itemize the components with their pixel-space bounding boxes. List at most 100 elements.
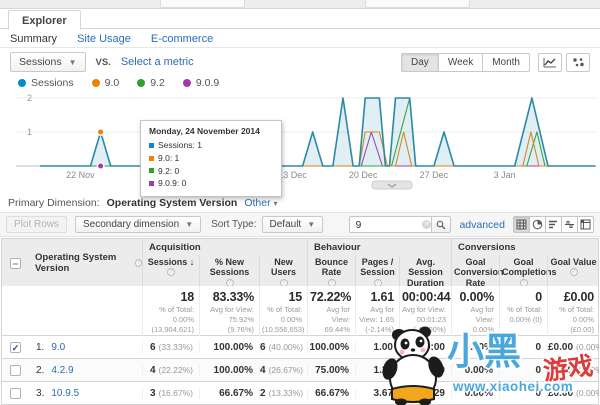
primary-dimension-value[interactable]: Operating System Version	[107, 197, 238, 209]
metric-dropdown[interactable]: Sessions ▼	[10, 52, 86, 72]
tab-explorer[interactable]: Explorer	[8, 10, 81, 30]
search-button[interactable]	[431, 216, 451, 233]
subnav-ecommerce[interactable]: E-commerce	[151, 33, 213, 45]
secondary-dimension-dropdown[interactable]: Secondary dimension▼	[75, 216, 201, 233]
tooltip-item: 9.2: 0	[149, 165, 273, 178]
sort-type-label: Sort Type:	[211, 219, 256, 230]
top-remnant-strip	[0, 0, 600, 9]
row-checkbox[interactable]	[10, 365, 21, 376]
chevron-down-icon: ▼	[307, 220, 315, 229]
table-totals-row: 18% of Total: 0.00% (13,904,621)83.33%Av…	[1, 286, 599, 336]
granularity-day-button[interactable]: Day	[401, 53, 439, 72]
line-chart-button[interactable]	[538, 53, 562, 72]
legend-dot	[137, 79, 145, 87]
bar-chart-icon	[548, 219, 559, 230]
os-version-link[interactable]: 9.0	[51, 342, 65, 353]
metric-selector-row: Sessions ▼ VS. Select a metric Day Week …	[0, 50, 600, 74]
granularity-week-button[interactable]: Week	[438, 53, 483, 72]
metric-cell: 00:00:00	[399, 342, 451, 353]
table-row[interactable]: 3. 10.9.5 3(16.67%)66.67%2(13.33%)66.67%…	[1, 382, 599, 405]
scatter-dots-icon	[572, 57, 585, 68]
metric-cell: 0	[499, 388, 547, 399]
subnav-site-usage[interactable]: Site Usage	[77, 33, 131, 45]
primary-dimension-row: Primary Dimension: Operating System Vers…	[0, 194, 600, 211]
granularity-switcher: Day Week Month	[401, 53, 530, 72]
chevron-down-icon: ▼	[69, 58, 77, 67]
row-number: 3.	[36, 388, 44, 399]
view-pivot-button[interactable]	[577, 216, 594, 233]
table-header: Operating System Version? Acquisition Be…	[1, 238, 599, 288]
select-all-checkbox[interactable]	[2, 239, 29, 287]
plot-rows-button[interactable]: Plot Rows	[6, 216, 67, 233]
column-header-bounce-rate[interactable]: Bounce Rate?	[307, 255, 355, 287]
select-a-metric-link[interactable]: Select a metric	[121, 56, 194, 68]
legend-dot	[92, 79, 100, 87]
metric-cell: 6(33.33%)	[142, 342, 199, 353]
column-header-pages-session[interactable]: Pages / Session?	[355, 255, 399, 287]
metric-cell: 100.00%	[199, 342, 259, 353]
group-header-behaviour: Behaviour	[307, 239, 451, 255]
group-header-acquisition: Acquisition	[142, 239, 307, 255]
row-checkbox[interactable]	[10, 388, 21, 399]
row-checkbox[interactable]: ✓	[10, 342, 21, 353]
metric-cell: £0.00(0.00%)	[547, 342, 599, 353]
metric-cell: 3(16.67%)	[142, 388, 199, 399]
tooltip-item: Sessions: 1	[149, 139, 273, 152]
tooltip-item: 9.0.9: 0	[149, 177, 273, 190]
advanced-search-link[interactable]: advanced	[459, 219, 505, 231]
column-header-goal-conversion-rate[interactable]: Goal Conversion Rate?	[451, 255, 499, 287]
view-percentage-button[interactable]	[529, 216, 546, 233]
svg-text:22 Nov: 22 Nov	[66, 170, 95, 180]
metric-cell: 100.00%	[199, 365, 259, 376]
svg-text:1: 1	[27, 127, 32, 137]
column-header-goal-completions[interactable]: Goal Completions?	[499, 255, 547, 287]
metric-cell: 0.00%	[451, 342, 499, 353]
table-row[interactable]: 2. 4.2.9 4(22.22%)100.00%4(26.67%)75.00%…	[1, 359, 599, 382]
column-header-avg-session-duration[interactable]: Avg. Session Duration?	[399, 255, 451, 287]
table-row[interactable]: ✓ 1. 9.0 6(33.33%)100.00%6(40.00%)100.00…	[1, 336, 599, 359]
explorer-subnav: Summary Site Usage E-commerce	[0, 30, 600, 48]
column-header-new-users[interactable]: New Users?	[259, 255, 307, 287]
line-chart-icon	[543, 57, 557, 68]
svg-text:13 Dec: 13 Dec	[278, 170, 307, 180]
sort-type-dropdown[interactable]: Default▼	[262, 216, 324, 233]
view-table-button[interactable]	[513, 216, 530, 233]
os-version-link[interactable]: 10.9.5	[51, 388, 79, 399]
pie-chart-icon	[532, 219, 543, 230]
os-version-link[interactable]: 4.2.9	[51, 365, 73, 376]
motion-chart-button[interactable]	[566, 53, 590, 72]
metric-cell: 0.00%	[451, 388, 499, 399]
metric-cell: 100.00%	[307, 342, 355, 353]
table-view-switcher	[513, 216, 594, 233]
report-tab-bar: Explorer	[0, 9, 600, 29]
column-header-sessions[interactable]: Sessions ↓?	[142, 255, 199, 287]
svg-text:2: 2	[27, 93, 32, 103]
column-header--new-sessions[interactable]: % New Sessions?	[199, 255, 259, 287]
tooltip-item: 9.0: 1	[149, 152, 273, 165]
metric-cell: 66.67%	[307, 388, 355, 399]
search-icon	[436, 220, 446, 230]
primary-dimension-other-link[interactable]: Other ▾	[244, 197, 277, 209]
svg-text:20 Dec: 20 Dec	[349, 170, 378, 180]
pivot-icon	[580, 219, 591, 230]
metric-cell: £0.00(0.00%)	[547, 388, 599, 399]
column-header-os-version[interactable]: Operating System Version?	[29, 239, 142, 287]
comparison-icon	[564, 219, 575, 230]
view-comparison-button[interactable]	[561, 216, 578, 233]
legend-dot	[183, 79, 191, 87]
view-performance-button[interactable]	[545, 216, 562, 233]
granularity-month-button[interactable]: Month	[482, 53, 530, 72]
metric-cell: 1.25	[355, 365, 399, 376]
remnant-button	[160, 0, 245, 8]
help-icon: ?	[167, 268, 175, 276]
annotations-handle[interactable]	[372, 181, 412, 189]
metric-cell: 1.00	[355, 342, 399, 353]
metric-dropdown-label: Sessions	[19, 56, 62, 68]
subnav-summary[interactable]: Summary	[10, 33, 57, 45]
table-toolbar: Plot Rows Secondary dimension▼ Sort Type…	[0, 212, 600, 237]
column-header-goal-value[interactable]: Goal Value?	[547, 255, 599, 287]
metric-cell: 3.67	[355, 388, 399, 399]
